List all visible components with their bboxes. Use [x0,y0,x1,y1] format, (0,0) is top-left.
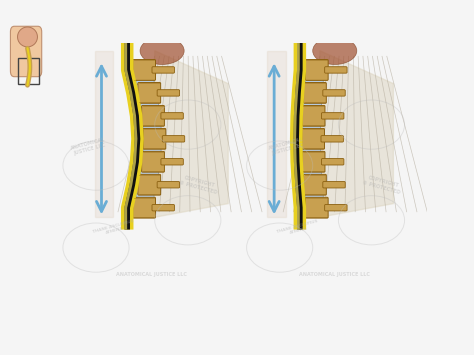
Polygon shape [267,51,285,217]
FancyBboxPatch shape [325,67,347,73]
FancyBboxPatch shape [321,136,343,142]
FancyBboxPatch shape [303,82,326,103]
FancyBboxPatch shape [323,181,345,188]
Ellipse shape [313,37,357,65]
FancyBboxPatch shape [302,105,325,126]
Polygon shape [94,51,113,217]
FancyBboxPatch shape [301,129,325,149]
Polygon shape [155,51,228,217]
FancyBboxPatch shape [143,124,161,130]
Text: COPYRIGHT
© PROTECTED: COPYRIGHT © PROTECTED [179,174,219,195]
FancyBboxPatch shape [302,151,325,172]
Text: THANE ASCLEPIUS
ATHENA: THANE ASCLEPIUS ATHENA [93,219,136,238]
FancyBboxPatch shape [305,193,323,199]
FancyBboxPatch shape [157,181,180,188]
FancyBboxPatch shape [142,105,164,126]
FancyBboxPatch shape [304,170,322,176]
FancyBboxPatch shape [152,67,174,73]
FancyBboxPatch shape [304,101,322,108]
FancyBboxPatch shape [321,113,344,119]
FancyBboxPatch shape [10,26,42,77]
FancyBboxPatch shape [141,170,158,176]
FancyBboxPatch shape [138,174,161,195]
FancyBboxPatch shape [325,204,347,211]
FancyBboxPatch shape [305,60,328,80]
FancyBboxPatch shape [142,151,164,172]
FancyBboxPatch shape [323,90,345,96]
FancyBboxPatch shape [133,60,155,80]
FancyBboxPatch shape [143,129,166,149]
FancyBboxPatch shape [161,113,183,119]
FancyBboxPatch shape [305,78,323,84]
FancyBboxPatch shape [303,147,321,153]
FancyBboxPatch shape [141,101,158,108]
Text: COPYRIGHT
© PROTECTED: COPYRIGHT © PROTECTED [362,174,403,195]
FancyBboxPatch shape [138,82,161,103]
Text: THANE ASCLEPIUS
ATHENA: THANE ASCLEPIUS ATHENA [276,219,319,238]
Text: ANATOMICAL
JUSTICE LLC: ANATOMICAL JUSTICE LLC [70,136,108,157]
FancyBboxPatch shape [303,174,326,195]
FancyBboxPatch shape [162,136,185,142]
FancyBboxPatch shape [321,159,344,165]
FancyBboxPatch shape [157,90,180,96]
FancyBboxPatch shape [143,147,161,153]
FancyBboxPatch shape [161,159,183,165]
FancyBboxPatch shape [305,197,328,218]
Polygon shape [320,51,393,217]
Text: ANATOMICAL
JUSTICE LLC: ANATOMICAL JUSTICE LLC [268,136,306,157]
FancyBboxPatch shape [152,204,174,211]
Ellipse shape [18,27,37,47]
FancyBboxPatch shape [136,193,154,199]
FancyBboxPatch shape [133,197,155,218]
FancyBboxPatch shape [303,124,321,130]
Text: ANATOMICAL JUSTICE LLC: ANATOMICAL JUSTICE LLC [116,272,187,278]
FancyBboxPatch shape [136,78,154,84]
Ellipse shape [140,37,184,65]
Text: ANATOMICAL JUSTICE LLC: ANATOMICAL JUSTICE LLC [299,272,370,278]
